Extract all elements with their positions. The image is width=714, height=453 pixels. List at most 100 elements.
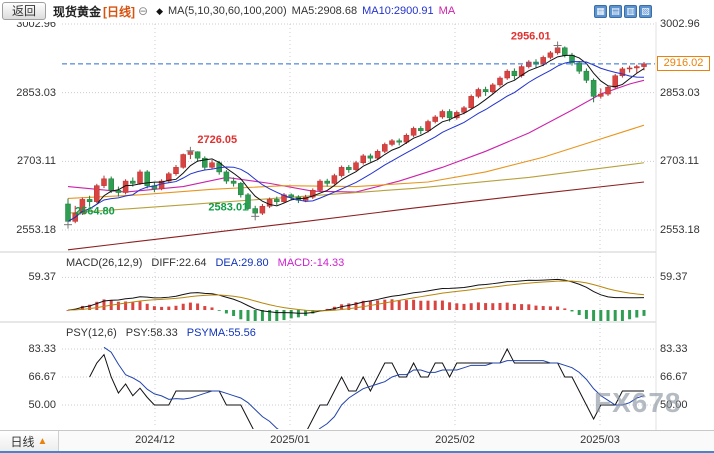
psy-value: PSY:58.33 [125,327,178,339]
ma5-legend-value: MA5:2908.68 [291,5,358,17]
macd-histogram-bar [167,306,171,310]
candle-body [641,63,647,67]
candle-body [346,167,352,170]
candle-body [245,194,251,209]
macd-histogram-bar [556,306,560,310]
candle-body [389,140,395,145]
candle-body [65,203,71,222]
macd-histogram-bar [484,303,488,310]
fullscreen-icon[interactable]: ▧ [639,4,652,18]
candle-body [432,116,438,122]
candle-body [461,107,467,113]
time-axis-bar: 日线 ▲ 2024/12 2025/01 2025/02 2025/03 [0,430,714,452]
candle-body [259,206,266,214]
candle-body [576,62,582,72]
macd-histogram-bar [426,300,430,310]
candle-body [223,171,230,182]
candle-body [475,89,482,97]
candle-body [626,67,633,70]
chevron-up-icon: ▲ [37,436,48,447]
macd-histogram-bar [152,306,156,310]
macd-histogram-bar [563,308,567,310]
candle-body [583,70,590,81]
macd-header: MACD(26,12,9) DIFF:22.64 DEA:29.80 MACD:… [66,257,344,269]
macd-histogram-bar [584,310,588,319]
macd-histogram-bar [239,310,243,320]
macd-histogram-bar [534,305,538,310]
macd-histogram-bar [181,303,185,310]
candle-body [137,171,143,184]
candle-body [144,171,150,186]
macd-histogram-bar [642,310,646,316]
candle-body [374,151,381,159]
macd-histogram-bar [246,310,250,321]
period-tag[interactable]: [日线] [103,4,136,19]
macd-histogram-bar [325,308,329,310]
macd-histogram-bar [116,301,120,310]
ma-line-ma5 [67,54,645,222]
candle-body [79,199,86,214]
price-annotation: 2564.80 [75,206,115,218]
macd-histogram-bar [520,304,524,310]
macd-histogram-bar [217,310,221,311]
period-tab-label: 日线 [10,435,35,449]
macd-histogram-bar [102,299,106,310]
ma-line-ma30 [67,79,645,193]
x-axis-label: 2024/12 [135,434,175,446]
candle-body [202,157,208,168]
candle-body [230,180,237,184]
candle-body [382,144,388,152]
macd-histogram-bar [455,303,459,310]
candle-body [331,175,338,184]
price-annotation: 2726.05 [197,134,237,146]
macd-histogram-bar [599,310,603,321]
candle-body [605,86,611,95]
macd-histogram-bar [498,302,502,310]
macd-diff-value: DIFF:22.64 [151,257,207,269]
macd-histogram-bar [88,304,92,310]
candle-body [562,47,568,56]
macd-histogram-bar [412,299,416,310]
grid-layout-icon[interactable]: ▦ [594,4,607,18]
columns-layout-icon[interactable]: ▥ [624,4,637,18]
psy-title: PSY(12,6) [66,327,117,339]
macd-histogram-bar [620,310,624,321]
collapse-icon[interactable]: ⊖ [138,4,149,18]
period-tab[interactable]: 日线 ▲ [0,431,59,452]
macd-histogram-bar [469,303,473,310]
candle-body [504,70,510,79]
candle-body [482,89,489,93]
macd-histogram-bar [174,305,178,310]
candle-body [338,167,345,176]
back-button[interactable]: 返回 [2,2,47,20]
ma-line-ma100 [67,162,645,214]
macd-histogram-bar [224,310,228,314]
macd-histogram-bar [635,310,639,318]
macd-dea-line [67,280,645,312]
macd-histogram-bar [361,300,365,310]
macd-histogram-bar [376,300,380,310]
macd-histogram-bar [476,302,480,310]
candle-body [396,140,402,143]
macd-histogram-bar [131,302,135,310]
macd-histogram-bar [138,301,142,310]
macd-histogram-bar [541,306,545,310]
candle-body [410,128,417,136]
candle-body [166,173,172,182]
macd-histogram-bar [592,310,596,321]
candle-body [418,128,424,131]
candle-body [540,57,546,65]
ma-legend-truncated: MA [438,5,456,17]
macd-histogram-bar [419,300,423,310]
macd-histogram-bar [577,310,581,316]
candle-body [288,194,294,198]
x-axis-label: 2025/03 [580,434,620,446]
macd-histogram-bar [80,305,84,310]
rows-layout-icon[interactable]: ▤ [609,4,622,18]
macd-histogram-bar [253,310,257,321]
macd-histogram-bar [66,310,70,311]
psyma-line [103,346,645,429]
macd-histogram-bar [404,300,408,310]
window-controls: ▦ ▤ ▥ ▧ [594,4,652,18]
